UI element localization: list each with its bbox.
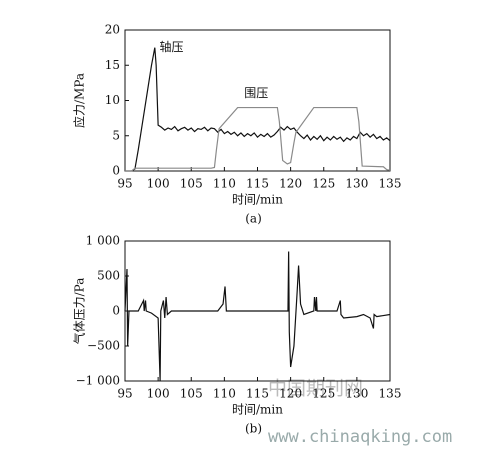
x-tick-label: 110	[213, 387, 236, 401]
y-tick-label: 20	[105, 23, 120, 37]
x-tick-label: 105	[180, 387, 203, 401]
y-axis-label: 气体压力/Pa	[72, 278, 87, 345]
y-tick-label: 0	[112, 164, 120, 178]
x-tick-label: 110	[213, 177, 236, 191]
data-line	[125, 106, 391, 172]
x-tick-label: 115	[246, 387, 269, 401]
watermark-url: www.chinaqking.com	[268, 427, 452, 447]
x-axis-label: 时间/min	[232, 403, 283, 417]
data-line	[124, 251, 391, 382]
caption: (b)	[245, 422, 262, 436]
y-tick-label: −1 000	[76, 374, 120, 388]
y-tick-label: 15	[105, 58, 120, 72]
x-tick-label: 135	[379, 177, 402, 191]
x-tick-label: 100	[147, 387, 170, 401]
y-tick-label: 0	[112, 304, 120, 318]
x-tick-label: 130	[345, 177, 368, 191]
y-tick-label: −500	[87, 339, 120, 353]
series-label: 围压	[244, 86, 268, 100]
x-tick-label: 130	[345, 387, 368, 401]
x-tick-label: 125	[312, 177, 335, 191]
y-tick-label: 5	[112, 128, 120, 142]
x-tick-label: 105	[180, 177, 203, 191]
x-axis-label: 时间/min	[232, 193, 283, 207]
y-tick-label: 1 000	[86, 234, 120, 248]
y-tick-label: 500	[97, 269, 120, 283]
series-label: 轴压	[159, 39, 183, 54]
data-line	[125, 47, 391, 172]
x-tick-label: 135	[379, 387, 402, 401]
y-axis-label: 应力/MPa	[72, 73, 87, 128]
x-tick-label: 95	[117, 387, 132, 401]
caption: (a)	[245, 212, 262, 226]
x-tick-label: 120	[279, 387, 302, 401]
x-tick-label: 125	[312, 387, 335, 401]
x-tick-label: 115	[246, 177, 269, 191]
y-tick-label: 10	[105, 93, 120, 107]
x-tick-label: 100	[147, 177, 170, 191]
x-tick-label: 95	[117, 177, 132, 191]
x-tick-label: 120	[279, 177, 302, 191]
watermark-site: 中国期刊网	[268, 378, 363, 400]
